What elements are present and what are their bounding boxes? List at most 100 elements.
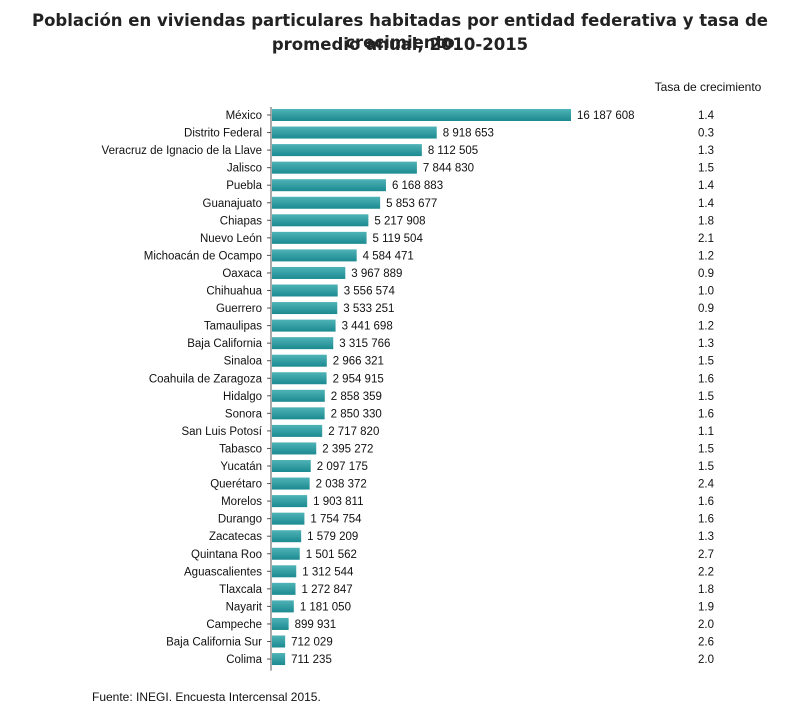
category-label: Hidalgo bbox=[223, 391, 262, 403]
bar bbox=[272, 126, 437, 139]
category-label: Michoacán de Ocampo bbox=[144, 250, 262, 262]
value-label: 1 181 050 bbox=[300, 601, 351, 613]
growth-rate-value: 1.4 bbox=[698, 198, 715, 210]
category-label: Zacatecas bbox=[209, 531, 262, 543]
bar bbox=[272, 319, 336, 332]
category-label: Nayarit bbox=[226, 601, 263, 613]
growth-rate-value: 0.3 bbox=[698, 128, 714, 140]
growth-rate-value: 1.6 bbox=[698, 514, 714, 526]
bar bbox=[272, 249, 357, 262]
value-label: 7 844 830 bbox=[423, 163, 474, 175]
value-label: 2 395 272 bbox=[322, 443, 373, 455]
growth-rate-value: 1.6 bbox=[698, 373, 714, 385]
value-label: 711 235 bbox=[291, 654, 332, 666]
bar bbox=[272, 495, 308, 508]
value-label: 1 903 811 bbox=[313, 496, 363, 508]
category-label: Distrito Federal bbox=[184, 128, 262, 140]
bar bbox=[272, 109, 571, 121]
bar bbox=[272, 266, 346, 279]
growth-rate-value: 2.1 bbox=[698, 233, 714, 245]
growth-rate-value: 2.4 bbox=[698, 479, 715, 491]
category-label: Campeche bbox=[206, 619, 262, 631]
category-label: Coahuila de Zaragoza bbox=[149, 373, 263, 385]
bar bbox=[272, 600, 294, 613]
bar bbox=[272, 161, 417, 174]
bar bbox=[272, 231, 367, 244]
value-label: 1 754 754 bbox=[310, 514, 362, 526]
growth-rate-value: 1.9 bbox=[698, 601, 714, 613]
value-label: 2 038 372 bbox=[316, 479, 367, 491]
bar bbox=[272, 565, 297, 578]
category-label: Chiapas bbox=[220, 215, 262, 227]
category-label: Durango bbox=[218, 514, 262, 526]
growth-rate-value: 1.8 bbox=[698, 215, 714, 227]
growth-rate-value: 1.3 bbox=[698, 338, 714, 350]
bar bbox=[272, 617, 289, 630]
growth-rate-value: 1.4 bbox=[698, 110, 715, 122]
category-label: Yucatán bbox=[220, 461, 262, 473]
value-label: 2 097 175 bbox=[317, 461, 368, 473]
value-label: 2 717 820 bbox=[328, 426, 379, 438]
bar bbox=[272, 547, 300, 560]
bar bbox=[272, 512, 305, 525]
category-label: Colima bbox=[226, 654, 262, 666]
bar bbox=[272, 582, 296, 595]
bar bbox=[272, 337, 334, 350]
growth-rate-value: 1.6 bbox=[698, 408, 714, 420]
value-label: 3 967 889 bbox=[351, 268, 402, 280]
chart-title: Población en viviendas particulares habi… bbox=[31, 11, 768, 52]
value-label: 712 029 bbox=[291, 637, 333, 649]
bar bbox=[272, 196, 381, 209]
growth-rate-value: 1.4 bbox=[698, 180, 715, 192]
value-label: 5 217 908 bbox=[374, 215, 425, 227]
value-label: 2 954 915 bbox=[333, 373, 384, 385]
bar bbox=[272, 635, 286, 648]
bar bbox=[272, 372, 327, 385]
category-label: Sinaloa bbox=[224, 356, 263, 368]
value-label: 1 579 209 bbox=[307, 531, 358, 543]
growth-rate-value: 2.6 bbox=[698, 637, 714, 649]
value-label: 2 850 330 bbox=[331, 408, 382, 420]
bar bbox=[272, 442, 317, 455]
growth-rate-value: 1.5 bbox=[698, 163, 714, 175]
growth-rate-value: 2.7 bbox=[698, 549, 714, 561]
bar bbox=[272, 477, 310, 490]
growth-rate-value: 2.2 bbox=[698, 566, 714, 578]
growth-rate-value: 1.1 bbox=[698, 426, 714, 438]
category-label: Chihuahua bbox=[206, 286, 262, 298]
growth-rate-value: 2.0 bbox=[698, 654, 714, 666]
bar bbox=[272, 284, 338, 297]
growth-rate-value: 1.5 bbox=[698, 461, 714, 473]
value-label: 5 853 677 bbox=[386, 198, 437, 210]
growth-rate-value: 1.5 bbox=[698, 443, 714, 455]
growth-rate-value: 1.5 bbox=[698, 391, 714, 403]
growth-rate-value: 2.0 bbox=[698, 619, 714, 631]
bar bbox=[272, 302, 338, 315]
value-label: 3 533 251 bbox=[343, 303, 394, 315]
growth-rate-value: 1.0 bbox=[698, 286, 714, 298]
category-label: Guerrero bbox=[216, 303, 262, 315]
bar bbox=[272, 653, 286, 666]
bar bbox=[272, 407, 325, 420]
value-label: 3 315 766 bbox=[339, 338, 390, 350]
value-label: 16 187 608 bbox=[577, 110, 635, 122]
category-label: Oaxaca bbox=[222, 268, 262, 280]
category-label: Tlaxcala bbox=[219, 584, 262, 596]
category-label: México bbox=[226, 110, 262, 122]
source-note: Fuente: INEGI. Encuesta Intercensal 2015… bbox=[92, 690, 321, 704]
value-label: 1 272 847 bbox=[302, 584, 353, 596]
growth-rate-value: 1.3 bbox=[698, 531, 714, 543]
growth-rate-value: 1.6 bbox=[698, 496, 714, 508]
bar-chart: México 16 187 608 1.4 Distrito Federal 8 918… bbox=[102, 107, 715, 671]
value-label: 6 168 883 bbox=[392, 180, 443, 192]
bar bbox=[272, 354, 327, 367]
value-label: 8 918 653 bbox=[443, 128, 494, 140]
value-label: 4 584 471 bbox=[363, 250, 414, 262]
growth-rate-value: 1.8 bbox=[698, 584, 714, 596]
chart-subtitle: promedio anual, 2010-2015 bbox=[271, 35, 529, 54]
category-label: Guanajuato bbox=[203, 198, 262, 210]
bar bbox=[272, 144, 422, 157]
category-label: Nuevo León bbox=[200, 233, 262, 245]
value-label: 1 501 562 bbox=[306, 549, 357, 561]
bar bbox=[272, 424, 323, 437]
